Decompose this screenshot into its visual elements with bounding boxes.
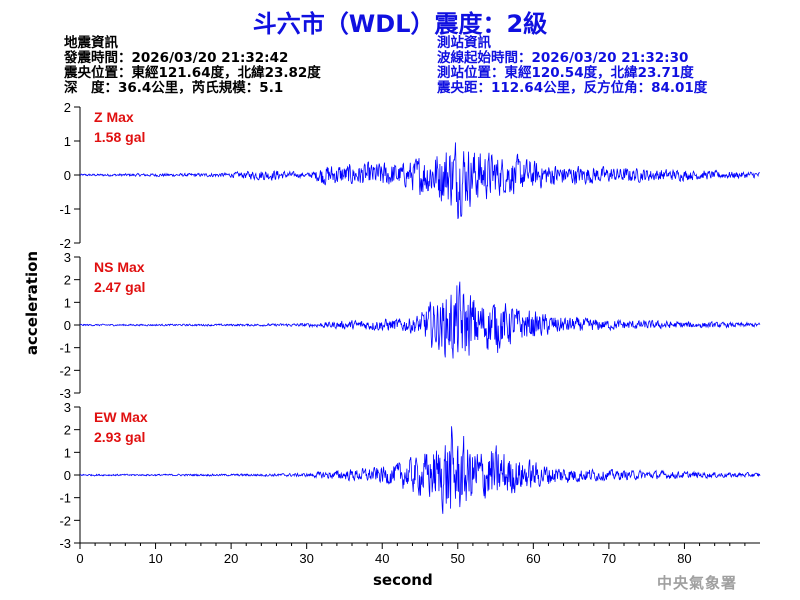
y-tick-label: -2 xyxy=(59,236,71,251)
max-label-ew: EW Max xyxy=(94,409,148,425)
y-tick-label: 3 xyxy=(64,400,71,415)
origin-time: 發震時間：2026/03/20 21:32:42 xyxy=(64,50,289,66)
x-tick-label: 30 xyxy=(299,551,313,566)
event-info-block: 地震資訊 發震時間：2026/03/20 21:32:42 震央位置：東經121… xyxy=(64,36,321,96)
y-tick-label: -3 xyxy=(59,386,71,401)
y-tick-label: 3 xyxy=(64,250,71,265)
y-tick-label: 0 xyxy=(64,318,71,333)
x-tick-label: 20 xyxy=(224,551,238,566)
y-tick-label: -2 xyxy=(59,363,71,378)
y-tick-label: 1 xyxy=(64,295,71,310)
depth-magnitude: 深 度：36.4公里，芮氏規模：5.1 xyxy=(64,80,284,96)
max-value-ew: 2.93 gal xyxy=(94,429,145,445)
page-title: 斗六市（WDL）震度：2級 xyxy=(252,10,548,38)
y-tick-label: -3 xyxy=(59,536,71,551)
y-tick-label: 0 xyxy=(64,468,71,483)
x-tick-label: 0 xyxy=(76,551,83,566)
panel-ew: -3 -2 -1 0 1 2 3 EW Max 2.93 gal xyxy=(59,400,761,551)
y-tick-label: 2 xyxy=(64,423,71,438)
panel-z: -2 -1 0 1 2 Z Max 1.58 gal xyxy=(59,100,761,251)
waveform-trace-ns xyxy=(79,281,761,359)
event-info-heading: 地震資訊 xyxy=(64,35,118,51)
y-tick-label: -1 xyxy=(59,491,71,506)
x-axis-label: second xyxy=(373,571,433,589)
y-tick-label: -2 xyxy=(59,513,71,528)
x-tick-label: 10 xyxy=(148,551,162,566)
x-axis: 0 10 20 30 40 50 60 70 80 xyxy=(76,542,760,566)
agency-watermark: 中央氣象署 xyxy=(657,574,738,592)
y-tick-label: 1 xyxy=(64,445,71,460)
x-tick-label: 60 xyxy=(526,551,540,566)
panel-ns: -3 -2 -1 0 1 2 3 NS Max 2.47 gal xyxy=(59,250,761,401)
station-location: 測站位置：東經120.54度，北緯23.71度 xyxy=(437,65,694,81)
y-axis-label: acceleration xyxy=(23,250,41,356)
x-tick-label: 80 xyxy=(677,551,691,566)
max-label-ns: NS Max xyxy=(94,259,145,275)
y-tick-label: 2 xyxy=(64,100,71,115)
waveform-trace-z xyxy=(79,142,761,219)
x-tick-label: 50 xyxy=(451,551,465,566)
y-tick-label: 1 xyxy=(64,134,71,149)
waveform-start-time: 波線起始時間：2026/03/20 21:32:30 xyxy=(437,50,689,66)
epicentral-distance: 震央距：112.64公里，反方位角：84.01度 xyxy=(437,80,708,96)
station-info-block: 測站資訊 波線起始時間：2026/03/20 21:32:30 測站位置：東經1… xyxy=(437,36,707,96)
y-tick-label: 0 xyxy=(64,168,71,183)
epicenter-location: 震央位置：東經121.64度，北緯23.82度 xyxy=(64,65,321,81)
max-label-z: Z Max xyxy=(94,109,134,125)
station-info-heading: 測站資訊 xyxy=(437,35,491,51)
x-tick-label: 70 xyxy=(602,551,616,566)
max-value-z: 1.58 gal xyxy=(94,129,145,145)
x-tick-label: 40 xyxy=(375,551,389,566)
max-value-ns: 2.47 gal xyxy=(94,279,145,295)
y-tick-label: 2 xyxy=(64,273,71,288)
y-tick-label: -1 xyxy=(59,341,71,356)
waveform-trace-ew xyxy=(79,426,761,514)
y-tick-label: -1 xyxy=(59,202,71,217)
